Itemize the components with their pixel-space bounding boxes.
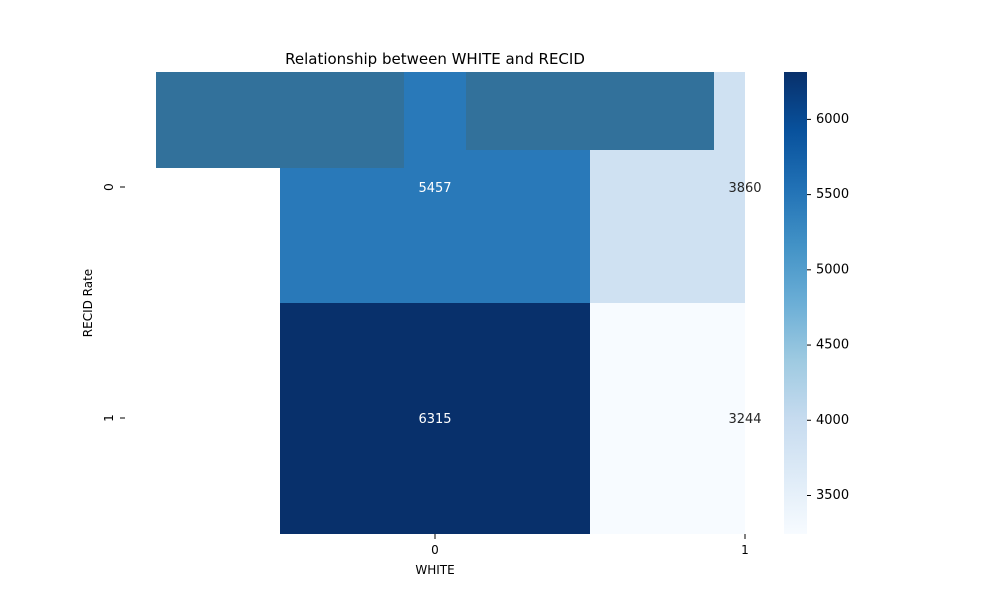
overlay-bars [156, 72, 714, 168]
colorbar-tick-label-0: 3500 [816, 488, 849, 503]
x-axis: 0 1 WHITE [415, 534, 749, 577]
colorbar: 3500 4000 4500 5000 5500 6000 [784, 72, 849, 534]
cell-label-r1-c1: 3244 [728, 412, 761, 427]
y-tick-label-0: 0 [102, 183, 116, 191]
colorbar-tick-label-3: 5000 [816, 262, 849, 277]
colorbar-ticks: 3500 4000 4500 5000 5500 6000 [807, 112, 849, 503]
colorbar-tick-label-5: 6000 [816, 112, 849, 127]
x-axis-label: WHITE [415, 563, 454, 577]
heatmap-cell-r1-c1 [590, 303, 745, 534]
chart-title: Relationship between WHITE and RECID [285, 50, 585, 68]
cell-label-r0-c1: 3860 [728, 181, 761, 196]
x-tick-label-0: 0 [431, 543, 439, 557]
overlay-bar-1 [466, 72, 714, 150]
colorbar-tick-label-1: 4000 [816, 413, 849, 428]
overlay-bar-0 [156, 72, 404, 168]
cell-label-r0-c0: 5457 [418, 181, 451, 196]
y-tick-label-1: 1 [102, 414, 116, 422]
heatmap-cell-r1-c0 [280, 303, 590, 534]
y-axis-label: RECID Rate [81, 269, 95, 337]
colorbar-gradient [784, 72, 807, 534]
cell-labels: 5457 3860 6315 3244 [418, 181, 761, 427]
colorbar-tick-label-4: 5500 [816, 187, 849, 202]
y-axis: 0 1 RECID Rate [81, 183, 125, 422]
x-tick-label-1: 1 [741, 543, 749, 557]
cell-label-r1-c0: 6315 [418, 412, 451, 427]
colorbar-tick-label-2: 4500 [816, 338, 849, 353]
